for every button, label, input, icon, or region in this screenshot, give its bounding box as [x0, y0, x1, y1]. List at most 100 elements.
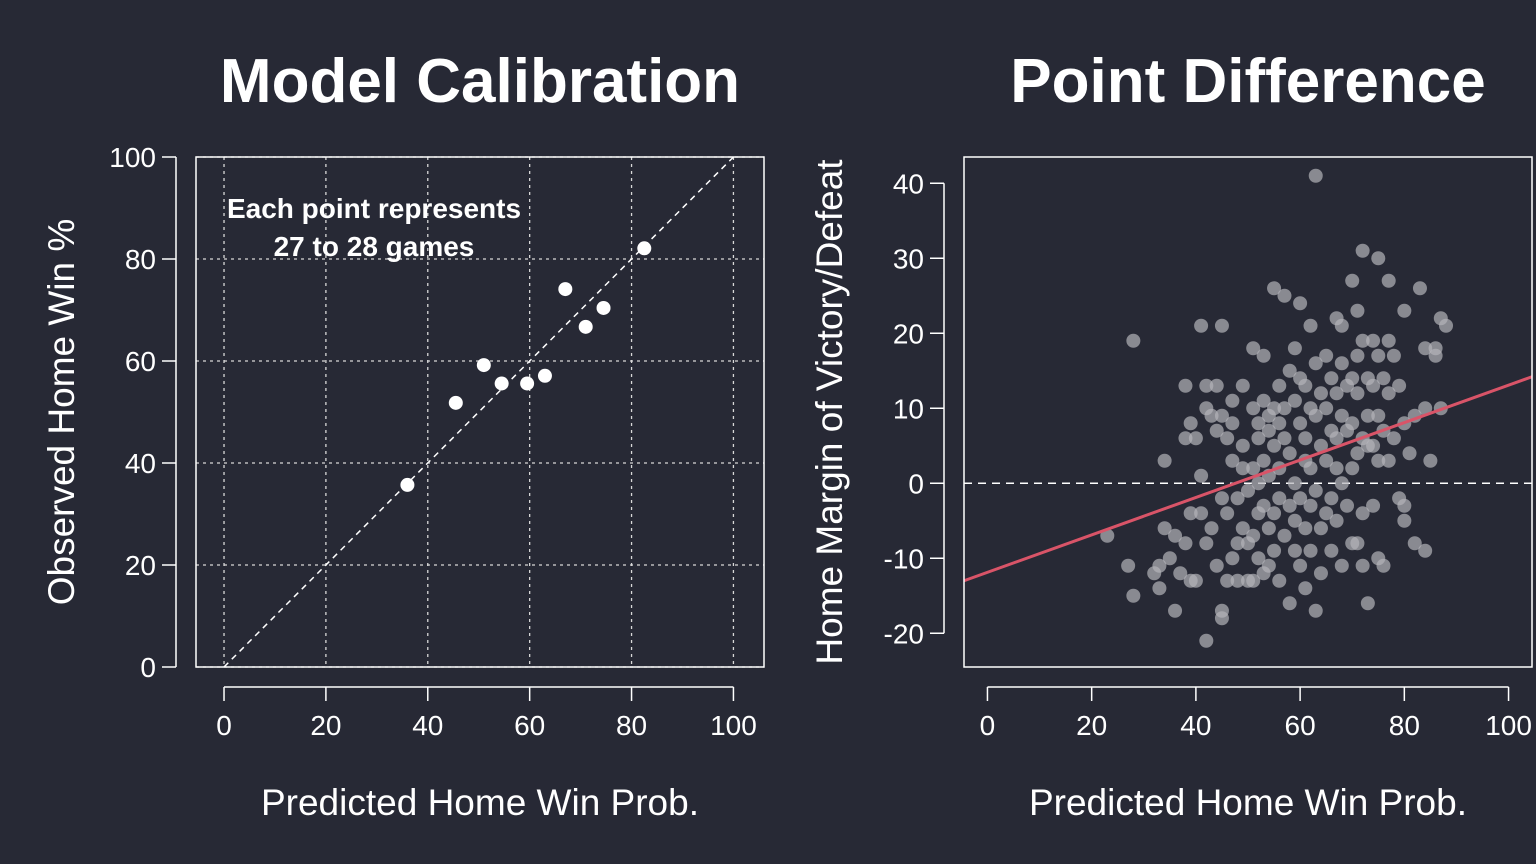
point-difference-point [1350, 536, 1365, 551]
point-difference-y-axis: -20 -10 0 10 20 30 40 [884, 168, 945, 649]
calibration-x-tick-label: 60 [514, 710, 545, 741]
point-difference-point [1214, 491, 1229, 506]
point-difference-point [1319, 506, 1334, 521]
calibration-points [400, 241, 652, 492]
point-difference-point [1256, 348, 1271, 363]
point-difference-point [1194, 506, 1209, 521]
point-difference-point [1209, 558, 1224, 573]
point-difference-y-tick-label: 10 [893, 393, 924, 424]
point-difference-point [1418, 341, 1433, 356]
point-difference-point [1272, 416, 1287, 431]
point-difference-x-tick-label: 80 [1389, 710, 1420, 741]
point-difference-x-tick-label: 20 [1076, 710, 1107, 741]
point-difference-y-tick-label: -20 [884, 618, 924, 649]
point-difference-point [1402, 446, 1417, 461]
point-difference-y-tick-label: 30 [893, 243, 924, 274]
point-difference-x-tick-label: 40 [1180, 710, 1211, 741]
calibration-x-tick-label: 100 [710, 710, 757, 741]
point-difference-point [1220, 573, 1235, 588]
point-difference-point [1334, 318, 1349, 333]
point-difference-point [1261, 558, 1276, 573]
point-difference-point [1439, 318, 1454, 333]
point-difference-point [1360, 596, 1375, 611]
point-difference-point [1246, 573, 1261, 588]
point-difference-point [1225, 551, 1240, 566]
point-difference-point [1345, 416, 1360, 431]
point-difference-point [1194, 468, 1209, 483]
point-difference-point [1272, 573, 1287, 588]
point-difference-x-axis: 0 20 40 60 80 100 [980, 686, 1532, 741]
point-difference-point [1287, 543, 1302, 558]
point-difference-point [1183, 506, 1198, 521]
point-difference-point [1392, 378, 1407, 393]
point-difference-point [1235, 378, 1250, 393]
point-difference-point [1282, 363, 1297, 378]
point-difference-point [1371, 408, 1386, 423]
point-difference-point [1407, 536, 1422, 551]
point-difference-point [1350, 386, 1365, 401]
point-difference-point [1376, 371, 1391, 386]
point-difference-point [1355, 506, 1370, 521]
point-difference-point [1282, 596, 1297, 611]
calibration-chart-title: Model Calibration [220, 47, 740, 116]
point-difference-point [1272, 491, 1287, 506]
point-difference-point [1298, 581, 1313, 596]
point-difference-point [1287, 341, 1302, 356]
point-difference-y-tick-label: 40 [893, 168, 924, 199]
point-difference-point [1412, 281, 1427, 296]
point-difference-point [1287, 393, 1302, 408]
point-difference-point [1366, 498, 1381, 513]
point-difference-point [1334, 408, 1349, 423]
point-difference-point [1324, 543, 1339, 558]
point-difference-point [1261, 423, 1276, 438]
point-difference-point [1308, 603, 1323, 618]
point-difference-x-axis-label: Predicted Home Win Prob. [1029, 782, 1467, 823]
calibration-x-axis-label: Predicted Home Win Prob. [261, 782, 699, 823]
calibration-annotation-line-1: Each point represents [227, 193, 521, 224]
point-difference-point [1293, 491, 1308, 506]
calibration-point [520, 376, 535, 391]
point-difference-point [1178, 431, 1193, 446]
point-difference-point [1225, 453, 1240, 468]
point-difference-point [1345, 371, 1360, 386]
point-difference-point [1282, 498, 1297, 513]
point-difference-point [1324, 491, 1339, 506]
point-difference-point [1319, 401, 1334, 416]
point-difference-point [1381, 333, 1396, 348]
point-difference-point [1246, 461, 1261, 476]
calibration-x-tick-label: 0 [216, 710, 232, 741]
point-difference-point [1204, 521, 1219, 536]
point-difference-point [1298, 521, 1313, 536]
point-difference-point [1277, 431, 1292, 446]
point-difference-point [1183, 416, 1198, 431]
point-difference-point [1303, 543, 1318, 558]
point-difference-point [1303, 461, 1318, 476]
point-difference-point [1381, 386, 1396, 401]
point-difference-point [1194, 318, 1209, 333]
point-difference-point [1334, 476, 1349, 491]
calibration-panel: 0 20 40 60 80 100 0 20 40 60 80 100 Each point rep… [41, 47, 765, 823]
point-difference-point [1209, 423, 1224, 438]
point-difference-point [1303, 498, 1318, 513]
point-difference-point [1220, 431, 1235, 446]
point-difference-point [1235, 521, 1250, 536]
point-difference-point [1371, 348, 1386, 363]
point-difference-point [1334, 356, 1349, 371]
calibration-point [578, 319, 593, 334]
point-difference-chart-title: Point Difference [1010, 47, 1485, 116]
point-difference-point [1287, 513, 1302, 528]
point-difference-point [1423, 453, 1438, 468]
point-difference-point [1173, 566, 1188, 581]
point-difference-point [1381, 453, 1396, 468]
point-difference-point [1204, 408, 1219, 423]
point-difference-point [1225, 393, 1240, 408]
point-difference-point [1386, 348, 1401, 363]
point-difference-point [1230, 536, 1245, 551]
calibration-y-tick-label: 80 [125, 244, 156, 275]
point-difference-point [1230, 491, 1245, 506]
point-difference-point [1293, 558, 1308, 573]
point-difference-point [1126, 333, 1141, 348]
point-difference-point [1241, 483, 1255, 498]
